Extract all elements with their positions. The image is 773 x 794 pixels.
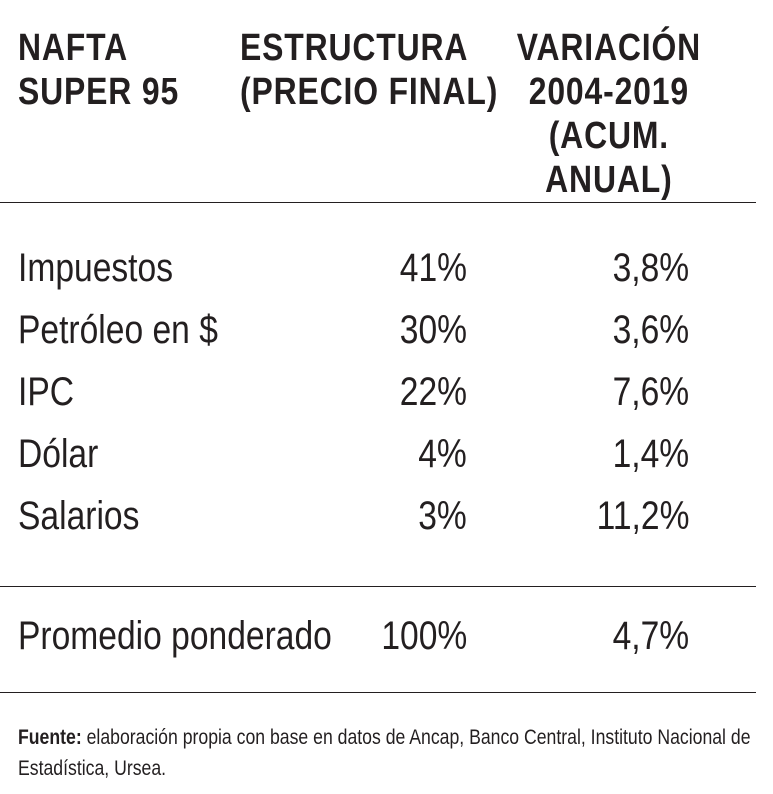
- total-row: Promedio ponderado 100% 4,7%: [0, 606, 773, 666]
- header-estructura: ESTRUCTURA (PRECIO FINAL): [240, 27, 499, 113]
- row-variacion: 3,6%: [612, 308, 689, 352]
- row-estructura: 4%: [418, 432, 467, 476]
- table-row: Impuestos 41% 3,8%: [0, 238, 773, 298]
- row-estructura: 41%: [399, 246, 467, 290]
- bottom-divider: [0, 692, 756, 693]
- row-estructura: 22%: [399, 370, 467, 414]
- row-label: Dólar: [18, 432, 99, 476]
- row-variacion: 3,8%: [612, 246, 689, 290]
- row-estructura: 3%: [418, 494, 467, 538]
- total-label: Promedio ponderado: [18, 614, 332, 658]
- row-variacion: 7,6%: [612, 370, 689, 414]
- total-divider: [0, 586, 756, 587]
- header-nafta-super-95: NAFTA SUPER 95: [18, 27, 180, 113]
- table-row: Dólar 4% 1,4%: [0, 424, 773, 484]
- table-row: Petróleo en $ 30% 3,6%: [0, 300, 773, 360]
- row-label: Impuestos: [18, 246, 174, 290]
- row-label: IPC: [18, 370, 75, 414]
- header-divider: [0, 202, 756, 203]
- row-label: Petróleo en $: [18, 308, 218, 352]
- table-row: IPC 22% 7,6%: [0, 362, 773, 422]
- row-variacion: 11,2%: [596, 494, 689, 538]
- row-label: Salarios: [18, 494, 140, 538]
- header-variacion: VARIACIÓN 2004-2019 (ACUM. ANUAL): [516, 27, 702, 201]
- row-estructura: 30%: [399, 308, 467, 352]
- table-row: Salarios 3% 11,2%: [0, 486, 773, 546]
- source-note: Fuente: elaboración propia con base en d…: [18, 722, 773, 784]
- total-variacion: 4,7%: [612, 614, 689, 658]
- source-text: elaboración propia con base en datos de …: [18, 726, 751, 780]
- source-prefix: Fuente:: [18, 726, 82, 749]
- total-estructura: 100%: [381, 614, 467, 658]
- row-variacion: 1,4%: [612, 432, 689, 476]
